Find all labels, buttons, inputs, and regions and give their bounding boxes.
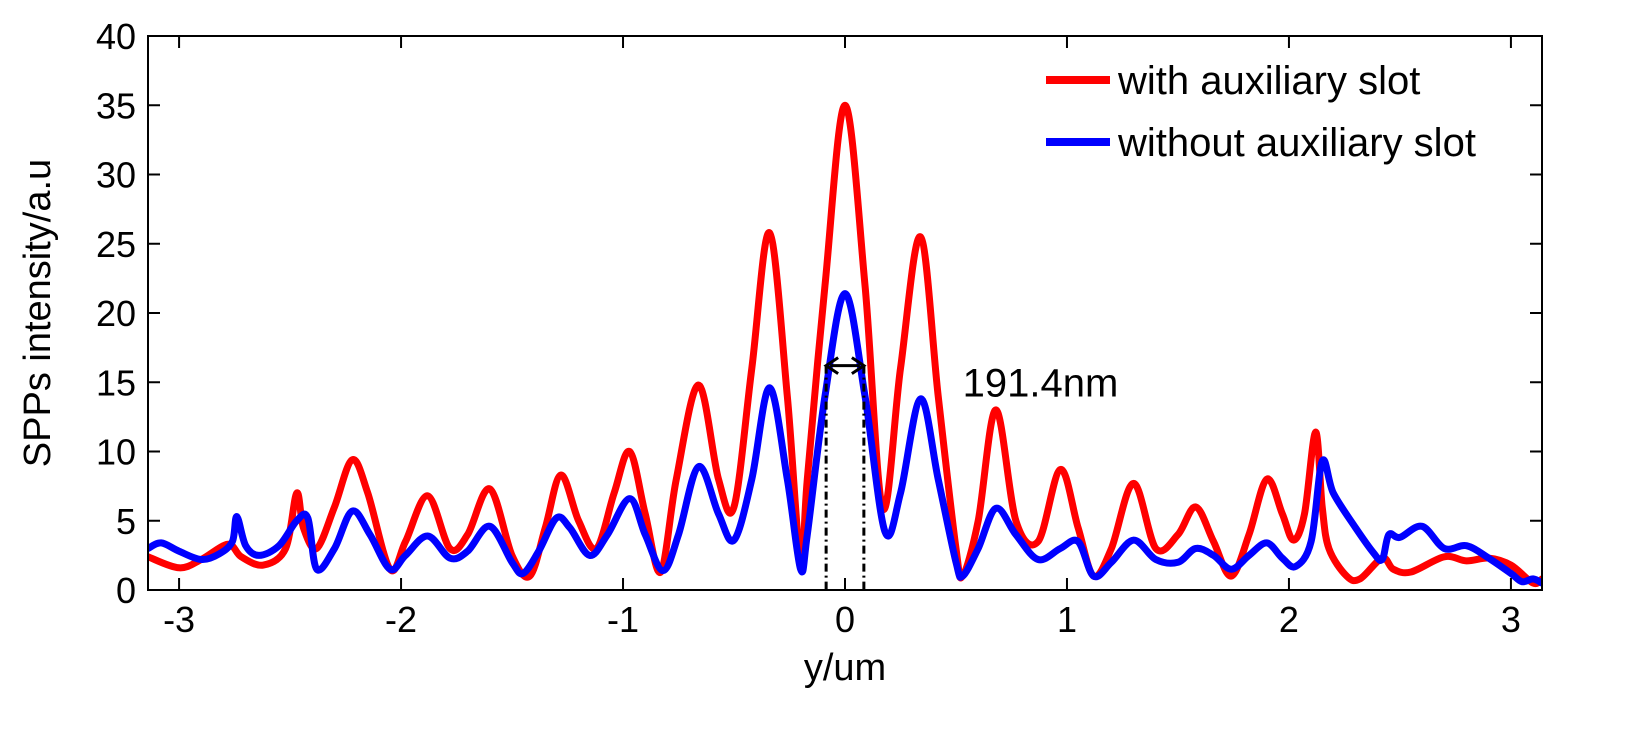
y-tick-label: 35 (96, 85, 136, 126)
legend-label-2: without auxiliary slot (1117, 121, 1476, 165)
y-tick-label: 25 (96, 224, 136, 265)
legend: with auxiliary slot without auxiliary slo… (1046, 59, 1476, 165)
x-tick-label: -1 (607, 599, 639, 640)
x-tick-label: 0 (835, 599, 855, 640)
y-tick-label: 40 (96, 16, 136, 57)
y-tick-label: 30 (96, 155, 136, 196)
annotation-layer: 191.4nm (823, 356, 1119, 590)
legend-label-1: with auxiliary slot (1117, 59, 1420, 103)
y-tick-label: 0 (116, 570, 136, 611)
x-axis-label: y/um (804, 647, 886, 689)
x-tick-label: 3 (1501, 599, 1521, 640)
axes-box (147, 35, 1543, 591)
series-line-with-auxiliary-slot (148, 101, 1542, 588)
x-tick-label: 2 (1279, 599, 1299, 640)
plot-area: 191.4nm 0 5 10 15 20 25 30 35 40 -3 -2 -1 0 1 2 3 (96, 16, 1543, 640)
x-tick-label: 1 (1057, 599, 1077, 640)
x-tick-label: -3 (163, 599, 195, 640)
annotation-label: 191.4nm (963, 361, 1119, 405)
series-layer (148, 101, 1542, 588)
annotation-arrow-head-right (851, 356, 867, 375)
y-tick-label: 5 (116, 501, 136, 542)
annotation-arrow-head-left (823, 356, 839, 375)
y-tick-label: 20 (96, 293, 136, 334)
series-line-without-auxiliary-slot (148, 290, 1542, 587)
tick-layer: 0 5 10 15 20 25 30 35 40 -3 -2 -1 0 1 2 3 (96, 16, 1542, 640)
x-tick-label: -2 (385, 599, 417, 640)
y-tick-label: 15 (96, 362, 136, 403)
y-tick-label: 10 (96, 432, 136, 473)
y-axis-label: SPPs intensity/a.u (17, 159, 59, 467)
